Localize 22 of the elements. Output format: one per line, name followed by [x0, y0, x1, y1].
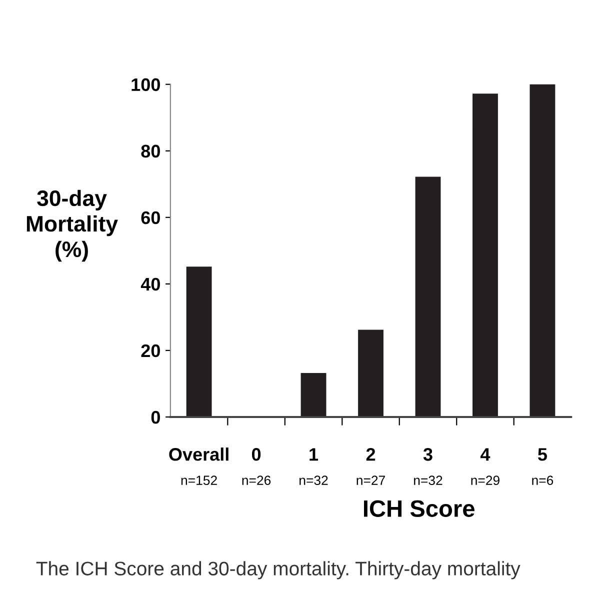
y-tick-label: 100: [132, 78, 160, 92]
bar: [186, 266, 212, 417]
y-tick-label: 40: [140, 278, 160, 291]
y-axis-title: 30-day Mortality (%): [26, 190, 118, 262]
y-tick-label: 80: [141, 144, 160, 158]
bar: [530, 84, 556, 417]
text: The ICH Score and 30-day mortality. Thirty-day mortality: [36, 561, 520, 580]
x-tick-label: 2 n=27: [356, 448, 385, 485]
bar: [415, 176, 441, 417]
y-tick-label: 0: [151, 410, 160, 424]
bar: [358, 330, 384, 417]
x-tick-label: 0 n=26: [242, 448, 271, 486]
x-tick-label: 5 n=6: [532, 448, 554, 486]
bar: [472, 94, 498, 417]
x-tick-label: 1 n=32: [300, 448, 328, 486]
x-tick-label: Overall n=152: [169, 448, 228, 486]
x-axis-title: ICH Score: [364, 500, 474, 517]
x-tick-label: 4 n=29: [471, 448, 500, 486]
x-tick-label: 3 n=32: [414, 448, 442, 486]
y-tick-label: 60: [141, 211, 160, 224]
bar: [300, 373, 326, 417]
y-tick-label: 20: [141, 344, 160, 358]
